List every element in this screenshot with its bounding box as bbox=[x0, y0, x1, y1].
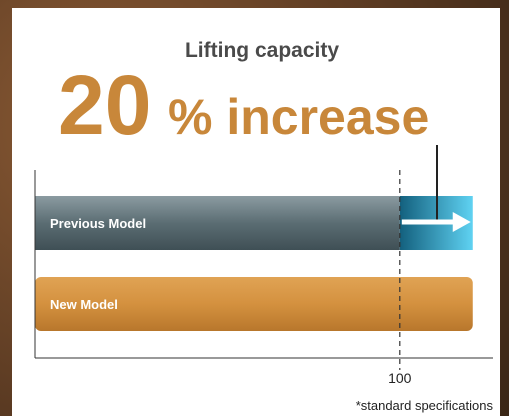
bar-label: New Model bbox=[50, 297, 118, 312]
footnote: *standard specifications bbox=[356, 398, 494, 413]
bar bbox=[35, 196, 400, 250]
x-tick-label: 100 bbox=[388, 370, 412, 386]
chart-title: Lifting capacity bbox=[185, 39, 339, 62]
arrow-head bbox=[452, 212, 471, 232]
bar-label: Previous Model bbox=[50, 216, 146, 231]
headline-number: 20 bbox=[58, 58, 151, 152]
headline-text: % increase bbox=[168, 89, 429, 145]
bar bbox=[35, 277, 473, 331]
